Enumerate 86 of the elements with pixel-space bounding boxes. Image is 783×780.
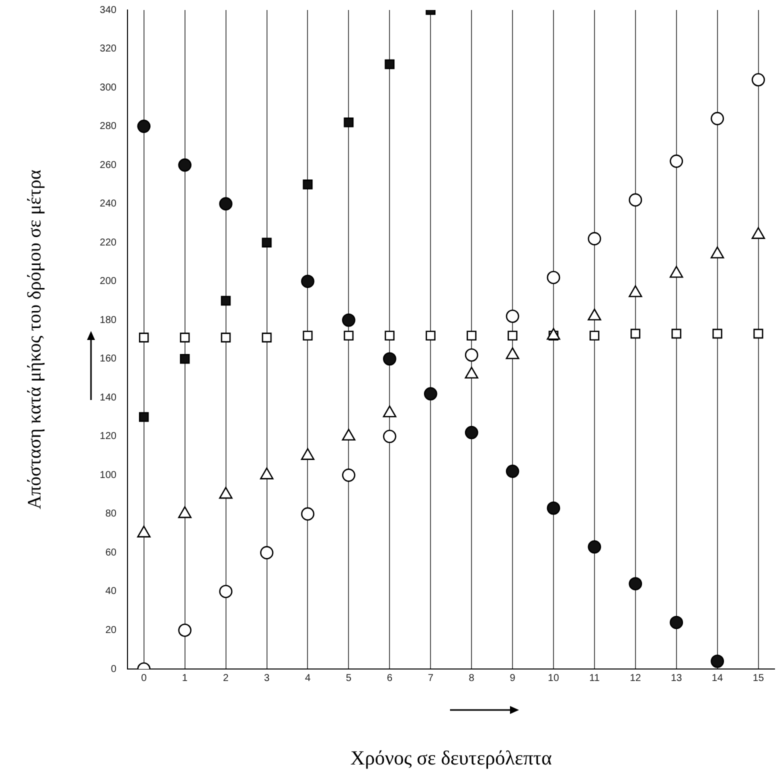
point: [384, 330, 395, 341]
point: [219, 197, 232, 210]
x-tick-label: 7: [428, 672, 434, 684]
x-axis-title: Χρόνος σε δευτερόλεπτα: [350, 747, 552, 770]
y-tick-label: 160: [100, 354, 117, 365]
point: [178, 158, 192, 172]
x-tick-label: 9: [510, 672, 516, 684]
point: [138, 412, 149, 422]
point: [464, 348, 478, 362]
x-tick-label: 13: [670, 672, 682, 684]
x-tick-label: 4: [304, 672, 311, 684]
point: [137, 120, 151, 133]
x-tick-label: 15: [752, 672, 764, 684]
y-tick-label: 220: [100, 237, 117, 248]
point: [464, 426, 478, 440]
point: [710, 112, 724, 126]
y-tick-label: 120: [100, 431, 117, 442]
point: [178, 624, 192, 637]
point: [301, 274, 314, 288]
point: [219, 584, 232, 598]
point: [466, 330, 476, 341]
x-tick-label: 10: [548, 672, 560, 684]
point: [302, 180, 313, 190]
point: [670, 616, 684, 630]
y-tick-label: 140: [100, 392, 117, 404]
point: [344, 118, 354, 128]
point: [546, 501, 560, 515]
point: [342, 468, 356, 482]
y-tick-label: 340: [100, 4, 117, 16]
point: [426, 330, 436, 341]
point: [753, 328, 764, 339]
y-tick-label: 80: [105, 508, 117, 520]
point: [506, 310, 520, 323]
x-tick-label: 3: [264, 672, 270, 684]
point: [588, 232, 602, 246]
point: [590, 330, 600, 341]
x-tick-label: 6: [386, 672, 393, 684]
y-tick-label: 320: [100, 44, 117, 55]
point: [508, 330, 518, 341]
x-tick-label: 12: [630, 672, 642, 684]
point: [342, 313, 356, 327]
point: [383, 352, 396, 366]
point: [220, 296, 231, 306]
y-tick-label: 200: [100, 276, 117, 288]
point: [628, 193, 642, 207]
point: [546, 270, 560, 284]
point: [671, 328, 682, 339]
point: [180, 332, 190, 342]
x-tick-label: 5: [346, 672, 352, 684]
point: [262, 238, 272, 248]
y-tick-label: 100: [100, 470, 117, 481]
point: [588, 540, 602, 554]
y-tick-label: 180: [100, 314, 117, 326]
y-tick-label: 260: [100, 160, 117, 171]
y-tick-label: 60: [105, 547, 117, 558]
point: [630, 328, 640, 339]
point: [301, 507, 314, 521]
point: [670, 154, 684, 168]
y-tick-label: 0: [110, 664, 117, 675]
x-tick-label: 14: [712, 672, 724, 684]
point: [712, 328, 722, 339]
x-tick-label: 8: [468, 672, 475, 684]
x-tick-label: 0: [141, 672, 148, 684]
y-tick-label: 20: [105, 624, 117, 636]
y-axis-title: Απόσταση κατά μήκος του δρόμου σε μέτρα: [24, 170, 46, 510]
point: [180, 354, 190, 364]
x-tick-label: 2: [223, 672, 230, 684]
point: [710, 654, 724, 668]
y-tick-label: 300: [100, 82, 117, 94]
point: [752, 73, 765, 86]
point: [628, 577, 642, 590]
point: [220, 332, 231, 342]
y-tick-label: 40: [105, 586, 117, 598]
point: [424, 387, 438, 400]
point: [344, 330, 354, 341]
x-tick-label: 11: [589, 672, 600, 684]
point: [262, 332, 272, 342]
point: [384, 59, 395, 70]
point: [138, 332, 149, 342]
y-tick-label: 240: [100, 198, 117, 210]
point: [302, 330, 313, 341]
x-tick-label: 1: [182, 672, 188, 684]
point: [506, 464, 520, 478]
point: [260, 546, 274, 560]
point: [383, 430, 396, 444]
y-tick-label: 280: [100, 121, 117, 132]
